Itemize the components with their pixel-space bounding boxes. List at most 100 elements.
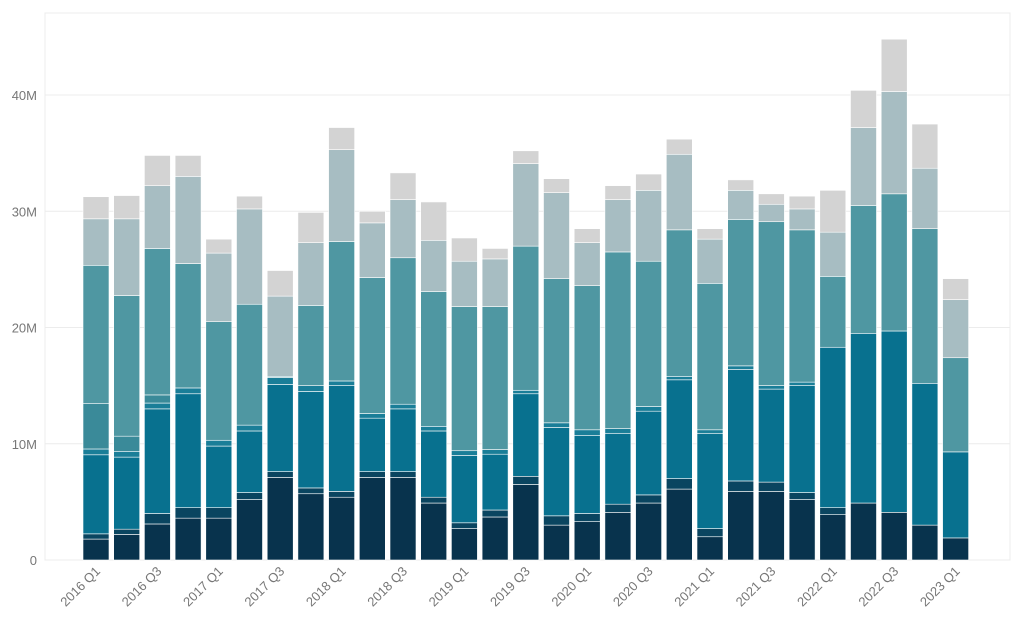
bar-segment-series-1 [297,493,325,561]
bar-segment-series-8 [389,172,417,200]
bar-stack [819,190,847,561]
bar-segment-series-4 [543,422,570,428]
bar-segment-series-4 [420,426,448,432]
bar-segment-series-8 [788,195,816,210]
bar-segment-series-8 [819,190,847,233]
x-axis: 2016 Q1 2016 Q3 2017 Q1 2017 Q3 2018 Q1 2018 … [57,564,962,610]
bar-stack [665,138,693,561]
bar-stack [420,201,448,561]
x-tick-label: 2016 Q1 [57,564,103,610]
bar-segment-series-5 [113,435,140,452]
x-tick-label: 2021 Q3 [733,564,779,610]
bar-segment-series-6 [328,241,355,382]
bar-segment-series-3 [850,333,877,504]
x-tick-label: 2018 Q3 [364,564,410,610]
bar-segment-series-3 [788,385,816,493]
bar-segment-series-1 [635,502,662,561]
bar-segment-series-4 [727,365,755,370]
bar-segment-series-4 [665,376,693,381]
bar-segment-series-3 [328,385,355,492]
bar-segment-series-4 [573,429,601,436]
bar-segment-series-7 [788,208,816,231]
bar-segment-series-1 [665,488,693,561]
bar-segment-series-6 [543,278,570,424]
bar-segment-series-1 [205,517,233,561]
bar-stack [635,173,662,561]
bar-segment-series-6 [389,257,417,405]
bar-segment-series-6 [696,283,724,431]
bar-segment-series-8 [635,173,662,191]
bar-segment-series-7 [880,91,908,195]
bar-stack [758,193,785,561]
bar-segment-series-7 [236,208,263,305]
bar-segment-series-8 [727,179,755,191]
bar-stack [113,195,140,561]
x-tick-label: 2018 Q1 [303,564,349,610]
y-tick-label: 20M [12,321,37,336]
bar-segment-series-4 [788,381,816,386]
bar-segment-series-6 [113,295,140,437]
bar-segment-series-2 [481,509,509,518]
bar-segment-series-8 [113,195,140,220]
bar-segment-series-7 [911,167,939,229]
x-tick-label: 2020 Q3 [610,564,656,610]
bar-segment-series-7 [696,238,724,284]
bar-stack [880,38,908,561]
bar-segment-series-8 [205,238,233,254]
bar-segment-series-2 [819,507,847,515]
bar-segment-series-8 [451,237,478,262]
bar-segment-series-3 [358,417,386,472]
bar-segment-series-2 [174,507,202,519]
bar-segment-series-6 [358,277,386,414]
bar-segment-series-8 [420,201,448,241]
bar-segment-series-2 [236,492,263,500]
bar-segment-series-1 [174,517,202,561]
bar-segment-series-7 [604,199,632,253]
bar-segment-series-8 [358,210,386,224]
bar-segment-series-8 [174,155,202,177]
bar-segment-series-7 [420,240,448,292]
x-tick-label: 2022 Q1 [794,564,840,610]
bar-segment-series-8 [911,123,939,169]
x-tick-label: 2020 Q1 [548,564,594,610]
bar-segment-series-6 [727,219,755,367]
bar-segment-series-4 [236,424,263,432]
bar-segment-series-1 [543,524,570,561]
bar-segment-series-7 [727,190,755,220]
bar-segment-series-8 [880,38,908,92]
bar-segment-series-4 [82,448,110,456]
bar-stack [481,248,509,561]
bar-segment-series-2 [758,481,785,492]
bar-segment-series-3 [758,388,785,483]
bar-stack [82,196,110,561]
bar-segment-series-8 [266,270,294,297]
bar-segment-series-3 [512,393,540,477]
bar-segment-series-7 [758,203,785,223]
bar-segment-series-6 [236,303,263,426]
bar-segment-series-3 [266,384,294,472]
bar-stack [236,195,263,561]
bar-segment-series-2 [328,491,355,498]
bar-segment-series-8 [82,196,110,220]
bar-segment-series-7 [144,185,171,249]
bar-segment-series-8 [144,155,171,186]
bar-segment-series-4 [358,413,386,419]
bar-stack [850,90,877,561]
bar-segment-series-4 [389,403,417,410]
bar-segment-series-3 [82,454,110,535]
bar-segment-series-1 [573,521,601,561]
y-axis: 0 10M 20M 30M 40M [12,88,37,568]
bar-stack [358,210,386,561]
bar-segment-series-4 [512,389,540,395]
bar-segment-series-8 [850,90,877,128]
bar-segment-series-2 [144,513,171,525]
bar-segment-series-4 [451,450,478,456]
bar-segment-series-6 [144,248,171,396]
bar-segment-series-1 [512,484,540,561]
bar-segment-series-6 [635,260,662,407]
x-tick-label: 2019 Q3 [487,564,533,610]
bar-segment-series-6 [451,306,478,452]
bar-segment-series-4 [174,387,202,395]
bar-segment-series-7 [174,176,202,264]
bar-stack [543,178,570,561]
